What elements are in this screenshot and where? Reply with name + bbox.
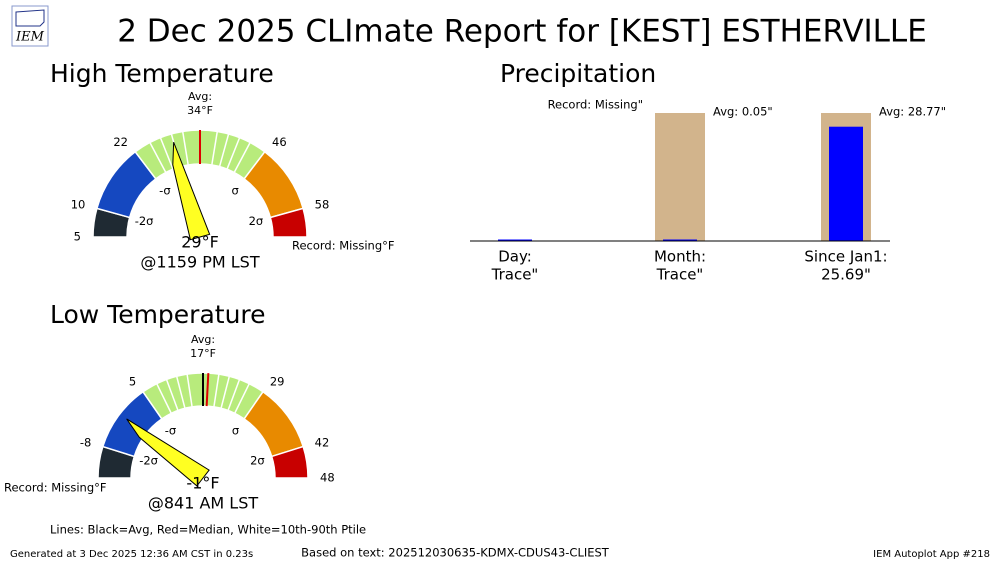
sigma-label: -σ <box>159 183 170 197</box>
gauge-tick-label: 29 <box>270 374 285 388</box>
logo: IEM <box>11 5 49 47</box>
gauge-tick-label: 5 <box>74 230 81 244</box>
record-annotation: Record: Missing" <box>548 98 643 112</box>
chart-title: Precipitation <box>500 59 656 88</box>
percentile-line <box>227 379 241 411</box>
avg-title: Avg: <box>191 333 215 346</box>
footer-right: IEM Autoplot App #218 <box>873 549 990 560</box>
obs-bar <box>663 239 697 241</box>
percentile-line <box>233 142 251 173</box>
time-label: @1159 PM LST <box>140 253 259 272</box>
percentile-line <box>181 131 189 166</box>
record-label: Record: Missing°F <box>4 481 107 495</box>
percentile-line <box>211 131 219 166</box>
footer-center: Based on text: 202512030635-KDMX-CDUS43-… <box>301 546 610 560</box>
sigma-label: -2σ <box>139 453 158 467</box>
sigma-label: σ <box>231 183 238 197</box>
percentile-line <box>175 376 186 409</box>
percentile-line <box>186 374 193 407</box>
median-line <box>205 373 210 407</box>
value-label: 29°F <box>181 233 219 252</box>
obs-label: Trace" <box>656 266 704 284</box>
gauge-title: Low Temperature <box>50 300 266 329</box>
gauge-tick-label: -8 <box>80 435 91 449</box>
obs-bar <box>829 126 863 241</box>
gauge-tick-label: 10 <box>71 198 86 212</box>
category-label: Since Jan1: <box>804 248 887 266</box>
gauge-title: High Temperature <box>50 59 274 88</box>
percentile-line <box>220 376 231 409</box>
gauge-zone <box>270 445 309 479</box>
value-label: -1°F <box>186 474 219 493</box>
footer-left: Generated at 3 Dec 2025 12:36 AM CST in … <box>10 549 253 560</box>
sigma-label: 2σ <box>250 453 265 467</box>
obs-label: Trace" <box>491 266 539 284</box>
avg-label: 34°F <box>187 104 213 117</box>
time-label: @841 AM LST <box>148 494 259 513</box>
obs-bar <box>498 239 532 241</box>
gauge-tick-label: 42 <box>315 435 330 449</box>
avg-title: Avg: <box>188 90 212 103</box>
logo-map <box>15 9 45 27</box>
avg-label: Avg: 28.77" <box>879 105 946 119</box>
legend-note: Lines: Black=Avg, Red=Median, White=10th… <box>50 523 366 537</box>
percentile-line <box>159 137 174 170</box>
sigma-label: σ <box>232 424 239 438</box>
category-label: Month: <box>654 248 706 266</box>
sigma-label: -σ <box>165 424 176 438</box>
gauge-tick-label: 58 <box>315 198 330 212</box>
category-label: Day: <box>498 248 532 266</box>
gauge-tick-label: 46 <box>272 135 287 149</box>
obs-label: 25.69" <box>821 266 871 284</box>
percentile-line <box>213 374 220 407</box>
needle <box>126 418 210 487</box>
sigma-label: -2σ <box>135 214 154 228</box>
avg-label: Avg: 0.05" <box>713 105 773 119</box>
percentile-line <box>156 383 172 414</box>
percentile-line <box>218 133 230 167</box>
page-title: 2 Dec 2025 CLImate Report for [KEST] EST… <box>117 14 927 50</box>
record-label: Record: Missing°F <box>292 239 395 253</box>
percentile-line <box>226 137 241 170</box>
gauge-zone <box>269 207 308 238</box>
needle <box>172 141 211 241</box>
avg-bar <box>655 113 705 241</box>
gauge-tick-label: 5 <box>129 374 136 388</box>
sigma-label: 2σ <box>249 214 264 228</box>
logo-text: IEM <box>15 30 45 45</box>
gauge-tick-label: 48 <box>320 471 335 485</box>
percentile-line <box>234 383 250 414</box>
percentile-line <box>149 142 167 173</box>
percentile-line <box>165 379 179 411</box>
gauge-tick-label: 22 <box>113 135 128 149</box>
avg-label: 17°F <box>190 347 216 360</box>
